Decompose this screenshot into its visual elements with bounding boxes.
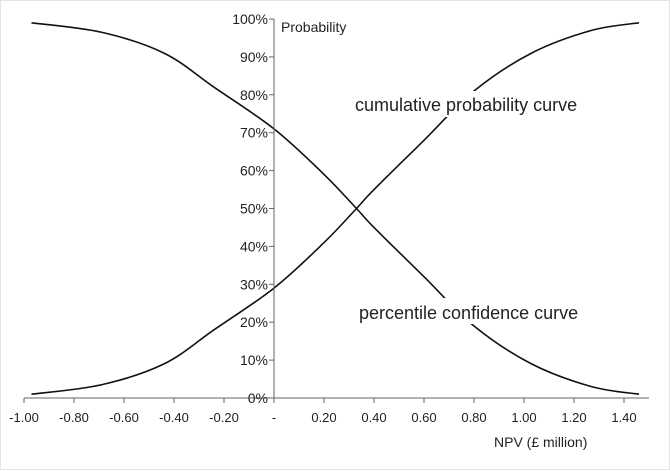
- cumulative-probability-line: [31, 21, 640, 396]
- y-tick-label: 20%: [240, 314, 268, 330]
- y-tick-label: 40%: [240, 238, 268, 254]
- x-tick-label: 0.80: [461, 410, 486, 425]
- x-axis-label: NPV (£ million): [494, 434, 587, 450]
- x-tick-label: 1.20: [561, 410, 586, 425]
- x-tick-label: -0.40: [159, 410, 189, 425]
- x-tick-label: 1.40: [611, 410, 636, 425]
- annotation-bg: [355, 298, 611, 324]
- x-tick-label: 0.40: [361, 410, 386, 425]
- x-tick-label: 0.20: [311, 410, 336, 425]
- y-tick-label: 90%: [240, 49, 268, 65]
- percentile-confidence-line: [31, 21, 640, 396]
- x-tick-label: 1.00: [511, 410, 536, 425]
- annotation-percentile: percentile confidence curve: [359, 303, 578, 323]
- y-tick-label: 100%: [232, 11, 268, 27]
- x-tick-label: 0.60: [411, 410, 436, 425]
- x-tick-label: -1.00: [9, 410, 39, 425]
- y-tick-label: 50%: [240, 201, 268, 217]
- y-axis-label: Probability: [281, 19, 346, 35]
- y-tick-label: 10%: [240, 352, 268, 368]
- y-tick-label: 60%: [240, 163, 268, 179]
- x-tick-label: -: [272, 410, 276, 425]
- annotation-bg: [351, 91, 613, 117]
- x-tick-label: -0.80: [59, 410, 89, 425]
- x-tick-label: -0.20: [209, 410, 239, 425]
- y-tick-label: 70%: [240, 125, 268, 141]
- x-tick-label: -0.60: [109, 410, 139, 425]
- annotation-cumulative: cumulative probability curve: [355, 95, 577, 115]
- y-tick-label: 80%: [240, 87, 268, 103]
- y-tick-label: 30%: [240, 276, 268, 292]
- y-tick-label: 0%: [248, 390, 268, 406]
